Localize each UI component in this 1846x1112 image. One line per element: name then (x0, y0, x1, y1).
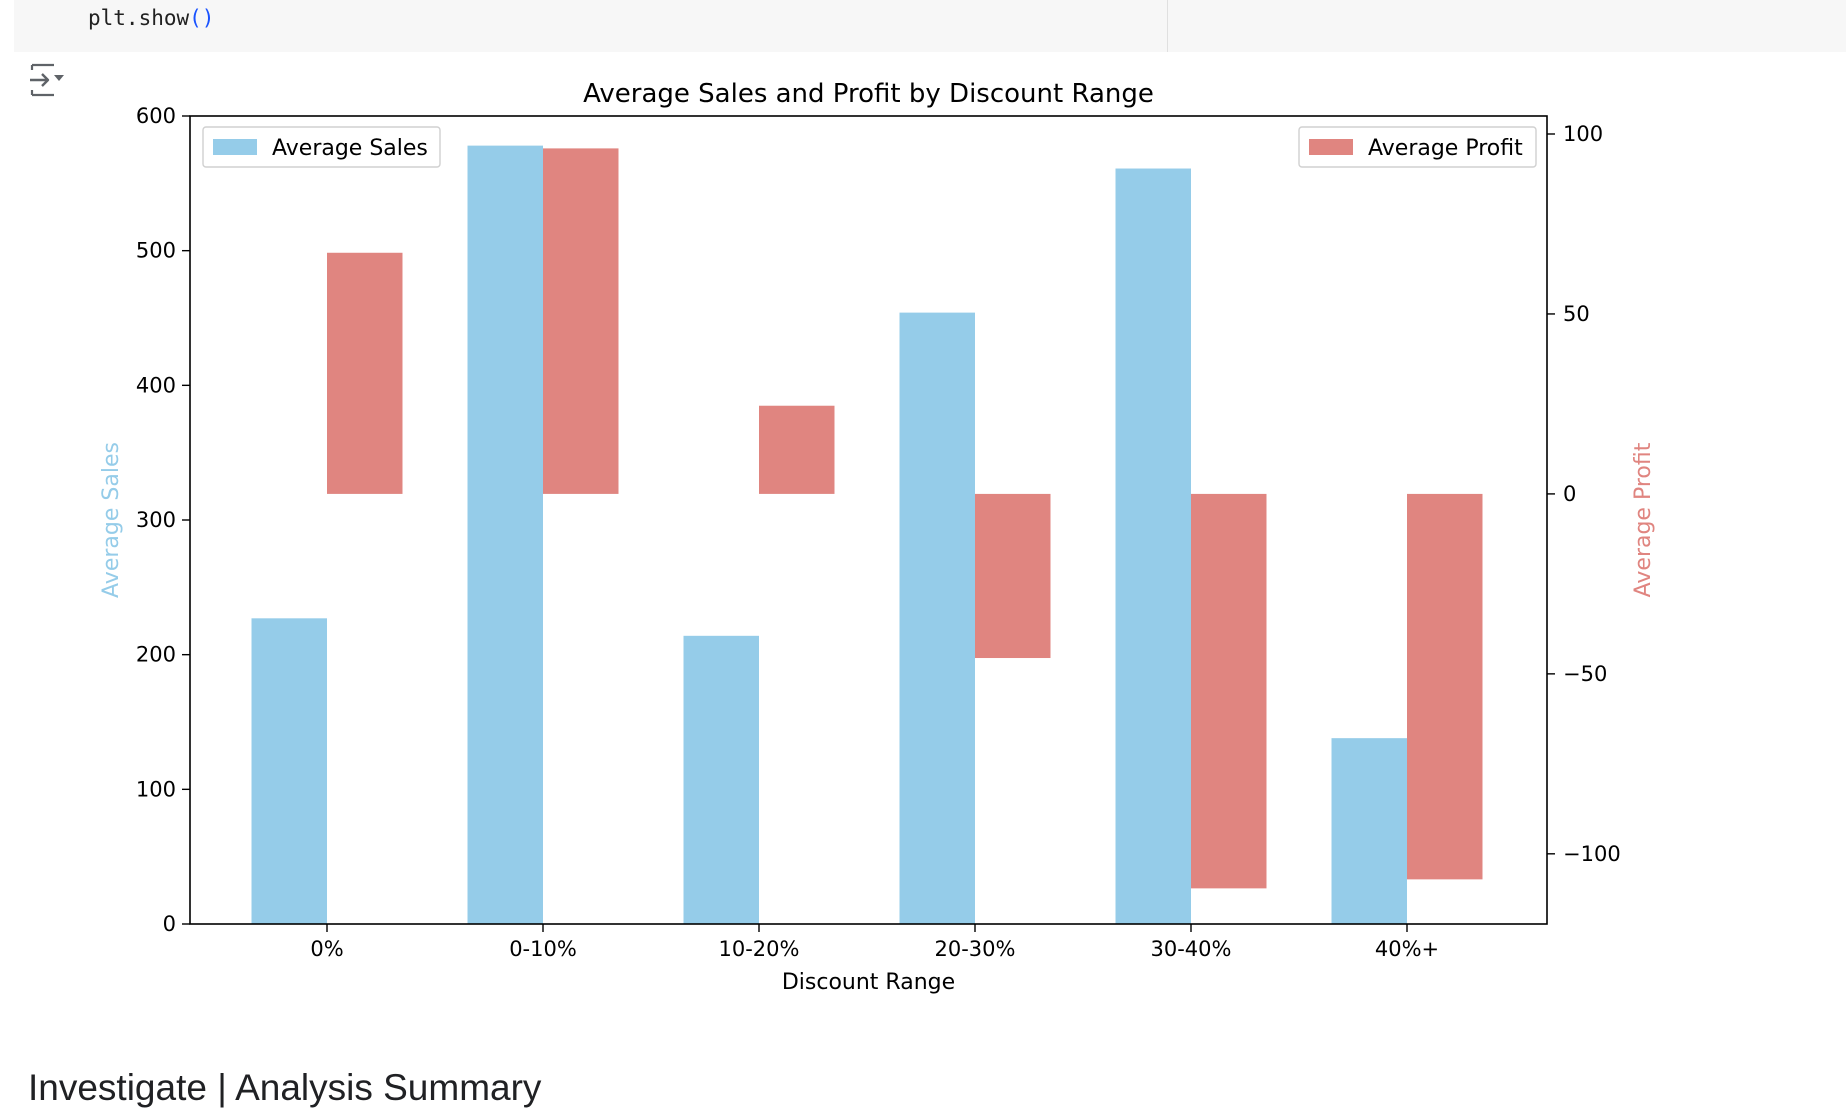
bar-average-profit (1191, 493, 1267, 889)
bar-average-sales (1331, 738, 1407, 924)
legend-average-profit-label: Average Profit (1368, 136, 1523, 161)
bar-average-profit (975, 493, 1051, 659)
right-axis-tick-label: −100 (1563, 842, 1621, 866)
left-axis-tick-label: 100 (136, 777, 176, 801)
left-axis-tick-label: 0 (163, 912, 176, 936)
code-cell[interactable]: plt.show() (14, 0, 1846, 52)
bar-average-profit (327, 252, 403, 494)
x-axis-tick-label: 10-20% (719, 937, 800, 961)
bar-average-sales (683, 635, 759, 924)
bar-average-profit (759, 405, 835, 494)
code-text: plt.show (88, 6, 190, 30)
left-axis-tick-label: 600 (136, 104, 176, 128)
x-axis-tick-label: 40%+ (1375, 937, 1439, 961)
legend-average-profit-swatch (1309, 139, 1353, 155)
output-collapse-icon-svg (30, 63, 64, 97)
code-line: plt.show() (88, 6, 214, 30)
bar-average-profit (1407, 493, 1483, 880)
left-axis-tick-label: 200 (136, 643, 176, 667)
left-axis-tick-label: 400 (136, 373, 176, 397)
bar-average-sales (1115, 168, 1191, 924)
right-axis-tick-label: 50 (1563, 302, 1590, 326)
left-axis-label: Average Sales (99, 442, 124, 598)
legend-average-sales-box (202, 126, 441, 168)
chart-title: Average Sales and Profit by Discount Ran… (583, 79, 1154, 109)
x-axis-tick-label: 0% (310, 937, 343, 961)
code-cell-divider (1167, 0, 1168, 52)
right-axis-tick-label: 100 (1563, 122, 1603, 146)
bar-average-sales (467, 145, 543, 925)
legend-average-sales-label: Average Sales (272, 136, 428, 161)
bar-average-sales (251, 618, 327, 924)
right-axis-label: Average Profit (1631, 442, 1656, 597)
left-axis-tick-label: 500 (136, 239, 176, 263)
legend-average-sales-swatch (213, 139, 257, 155)
bar-average-profit (543, 148, 619, 494)
right-axis-tick-label: −50 (1563, 662, 1607, 686)
bar-average-sales (899, 312, 975, 924)
x-axis-tick-label: 30-40% (1151, 937, 1232, 961)
output-collapse-icon[interactable] (28, 62, 68, 98)
legend-average-profit-box (1298, 126, 1537, 168)
x-axis-label: Discount Range (782, 970, 955, 995)
analysis-summary-heading: Investigate | Analysis Summary (28, 1067, 542, 1108)
code-parens: () (189, 6, 215, 30)
plot-frame (189, 115, 1548, 925)
right-axis-tick-label: 0 (1563, 482, 1576, 506)
left-axis-tick-label: 300 (136, 508, 176, 532)
x-axis-tick-label: 0-10% (509, 937, 577, 961)
x-axis-tick-label: 20-30% (935, 937, 1016, 961)
